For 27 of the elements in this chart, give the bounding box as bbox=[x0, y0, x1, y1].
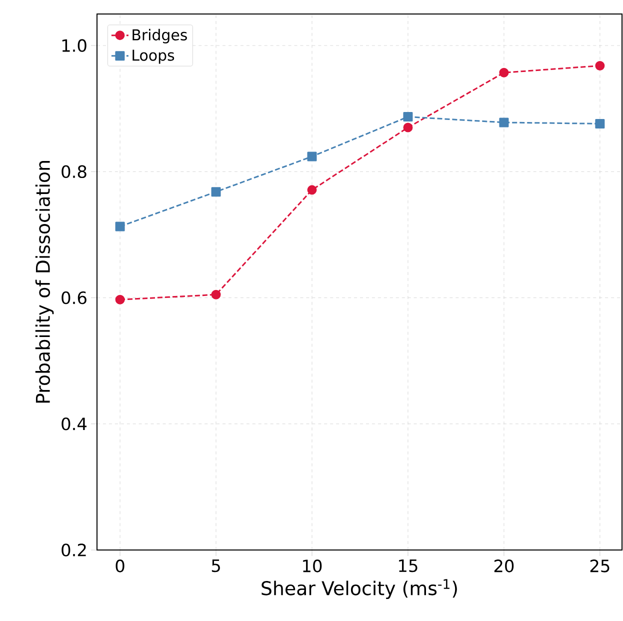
y-tick-label: 0.8 bbox=[62, 165, 86, 178]
x-tick-label: 20 bbox=[494, 560, 514, 572]
point bbox=[307, 152, 317, 162]
point bbox=[499, 118, 509, 128]
legend-label: Loops bbox=[132, 50, 174, 64]
point bbox=[307, 185, 317, 195]
y-tick-label: 0.2 bbox=[62, 544, 86, 556]
y-tick-label: 0.6 bbox=[62, 291, 86, 304]
x-tick-label: 10 bbox=[303, 560, 322, 572]
point bbox=[403, 112, 413, 122]
x-tick-label: 15 bbox=[399, 560, 418, 572]
point bbox=[211, 290, 221, 300]
x-tick-label: 25 bbox=[590, 560, 610, 572]
point bbox=[499, 68, 509, 78]
point bbox=[595, 60, 605, 70]
point bbox=[115, 294, 125, 304]
x-axis-title: Shear Velocity (ms$^{-1}$) bbox=[262, 579, 457, 600]
x-tick-label: 5 bbox=[212, 560, 220, 572]
point bbox=[595, 118, 605, 128]
y-tick-label: 1.0 bbox=[62, 39, 86, 52]
point bbox=[403, 122, 413, 132]
y-tick-label: 0.4 bbox=[62, 417, 87, 430]
point bbox=[115, 222, 125, 232]
legend-label: Bridges bbox=[132, 28, 187, 44]
x-tick-label: 0 bbox=[116, 560, 124, 572]
y-axis-title: Probability of Dissociation bbox=[35, 161, 54, 403]
point bbox=[211, 187, 221, 197]
